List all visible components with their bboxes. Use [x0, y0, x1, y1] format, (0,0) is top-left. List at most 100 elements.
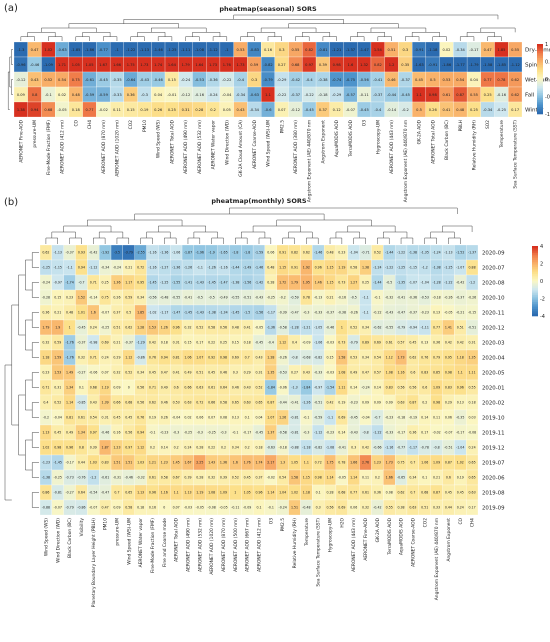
dendrogram-branch — [260, 27, 317, 33]
cell-value-label: -1.13 — [54, 251, 62, 255]
dendrogram-branch — [430, 231, 455, 238]
legend-swatch — [532, 270, 538, 273]
row-label: Winter — [525, 107, 544, 113]
cell-value-label: -1.17 — [267, 311, 275, 315]
cell-value-label: -0.23 — [350, 401, 358, 405]
column-label: Relative Humidity (RH) — [471, 120, 477, 170]
cell-value-label: -1.29 — [136, 341, 144, 345]
cell-value-label: -0.16 — [338, 296, 346, 300]
cell-value-label: -0.05 — [57, 108, 66, 112]
cell-value-label: -1.04 — [456, 446, 464, 450]
cell-value-label: 0.45 — [244, 476, 251, 480]
cell-value-label: 0.2 — [221, 446, 226, 450]
legend-swatch — [537, 87, 543, 90]
legend-swatch — [537, 47, 543, 50]
cell-value-label: -1.37 — [346, 48, 355, 52]
dendrogram-branch — [31, 462, 39, 478]
cell-value-label: -1.87 — [184, 251, 192, 255]
cell-value-label: 0.07 — [208, 416, 215, 420]
dendrogram-branch — [151, 27, 207, 33]
cell-value-label: -1.2 — [469, 281, 475, 285]
cell-value-label: 0.49 — [350, 371, 357, 375]
cell-value-label: 0.34 — [137, 371, 144, 375]
cell-value-label: 0.83 — [102, 461, 109, 465]
cell-value-label: 0.78 — [497, 78, 506, 82]
cell-value-label: -1.45 — [231, 311, 239, 315]
cell-value-label: 0.21 — [433, 476, 440, 480]
cell-value-label: -0.1 — [268, 506, 274, 510]
column-label: PM10 — [142, 120, 148, 132]
cell-value-label: -0.42 — [291, 78, 300, 82]
cell-value-label: 2.76 — [362, 461, 369, 465]
cell-value-label: -0.43 — [140, 78, 149, 82]
cell-value-label: -0.7 — [374, 416, 380, 420]
cell-value-label: 0.04 — [255, 416, 262, 420]
cell-value-label: 1.17 — [125, 281, 132, 285]
dendrogram-branch — [185, 36, 200, 41]
cell-value-label: -1.26 — [208, 266, 216, 270]
row-label: 2019-12 — [482, 445, 505, 451]
dendrogram-branch — [295, 36, 310, 41]
cell-value-label: -0.12 — [181, 93, 190, 97]
legend-swatch — [532, 312, 538, 315]
cell-value-label: 0.58 — [350, 266, 357, 270]
cell-value-label: -0.07 — [101, 311, 109, 315]
cell-value-label: 0.19 — [149, 416, 156, 420]
cell-value-label: 1.16 — [397, 371, 404, 375]
cell-value-label: 1.35 — [267, 371, 274, 375]
cell-value-label: 0.19 — [338, 401, 345, 405]
cell-value-label: -1.1 — [362, 311, 368, 315]
cell-value-label: 0.97 — [305, 63, 313, 67]
cell-value-label: -0.51 — [314, 401, 322, 405]
cell-value-label: 0.04 — [470, 78, 479, 82]
cell-value-label: -0.06 — [279, 386, 287, 390]
legend-swatch — [537, 56, 543, 59]
cell-value-label: 0.31 — [182, 108, 190, 112]
cell-value-label: 0.96 — [315, 266, 322, 270]
cell-value-label: -1.84 — [302, 386, 310, 390]
cell-value-label: 0.5 — [416, 108, 422, 112]
legend-swatch — [537, 103, 543, 106]
cell-value-label: -1.06 — [314, 341, 322, 345]
column-label: pressure-UM — [32, 120, 38, 148]
cell-value-label: 0.25 — [102, 281, 109, 285]
column-label: AERONET Total AOD — [430, 119, 436, 163]
cell-value-label: 0.07 — [278, 108, 286, 112]
cell-value-label: 0.09 — [113, 386, 120, 390]
cell-value-label: 0.2 — [375, 476, 380, 480]
cell-value-label: 1.38 — [362, 266, 369, 270]
dendrogram-branch — [276, 219, 372, 226]
dendrogram-branch — [356, 32, 385, 37]
cell-value-label: 0.17 — [469, 506, 476, 510]
cell-value-label: 0.19 — [457, 476, 464, 480]
legend-swatch — [537, 52, 543, 55]
legend-swatch — [537, 77, 543, 80]
legend-swatch — [537, 65, 543, 68]
cell-value-label: -0.85 — [77, 401, 85, 405]
cell-value-label: 0.26 — [429, 108, 438, 112]
cell-value-label: -0.05 — [338, 476, 346, 480]
cell-value-label: -0.47 — [397, 311, 405, 315]
cell-value-label: -1.28 — [290, 326, 298, 330]
cell-value-label: 0.7 — [245, 356, 250, 360]
cell-value-label: 0.91 — [291, 266, 298, 270]
legend-swatch — [537, 93, 543, 96]
cell-value-label: 0.62 — [125, 326, 132, 330]
cell-value-label: -0.91 — [414, 48, 423, 52]
cell-value-label: 0.23 — [42, 371, 49, 375]
legend-swatch — [537, 79, 543, 82]
cell-value-label: 0.92 — [208, 356, 215, 360]
cell-value-label: 0.41 — [244, 326, 251, 330]
column-label: AERONET Total AOD — [169, 119, 175, 163]
legend-swatch — [532, 260, 538, 263]
cell-value-label: 0.15 — [326, 356, 333, 360]
cell-value-label: 0.57 — [397, 341, 404, 345]
cell-value-label: 0.56 — [137, 401, 144, 405]
cell-value-label: 0.41 — [442, 108, 450, 112]
cell-value-label: -1.85 — [497, 63, 506, 67]
cell-value-label: -3.79 — [125, 251, 133, 255]
cell-value-label: 0.56 — [220, 326, 227, 330]
column-label: Wind Direction (WD) — [224, 120, 230, 165]
cell-value-label: -0.06 — [89, 371, 97, 375]
row-label: Sping — [525, 62, 541, 68]
